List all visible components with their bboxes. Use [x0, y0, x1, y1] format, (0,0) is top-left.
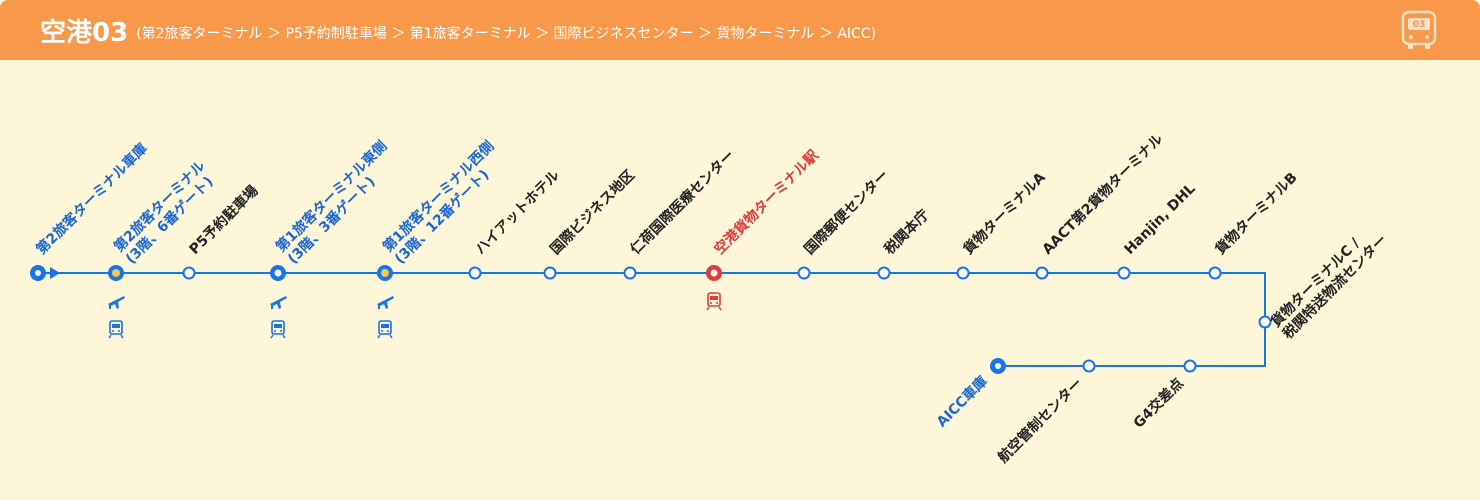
- stop-marker: [1082, 359, 1096, 373]
- route-stop[interactable]: 貨物ターミナルA: [956, 169, 1049, 280]
- stop-label: 貨物ターミナルA: [959, 169, 1049, 259]
- bus-icon: 03: [1401, 10, 1437, 49]
- airplane-icon: [108, 296, 125, 309]
- train-icon: [706, 292, 722, 311]
- stop-label: G4交差点: [1130, 375, 1187, 432]
- stop-marker: [797, 266, 811, 280]
- train-icon: [377, 320, 393, 339]
- stop-label: 国際郵便センター: [801, 167, 892, 258]
- major-stop-dot: [274, 269, 282, 277]
- stop-label: 航空管制センター: [995, 375, 1086, 466]
- stop-label-line: AICC車庫: [933, 373, 991, 431]
- route-stop[interactable]: AACT第2貨物ターミナル: [1035, 130, 1167, 280]
- stop-label: 税関本庁: [881, 206, 933, 258]
- stop-label: Hanjin, DHL: [1122, 181, 1199, 258]
- route-stop[interactable]: 仁荷国際医療センター: [623, 147, 738, 280]
- stop-label-line: 貨物ターミナルB: [1211, 169, 1301, 259]
- airplane-icon: [270, 296, 287, 309]
- stop-label: AICC車庫: [933, 373, 991, 431]
- stop-label-line: 第1旅客ターミナル西側: [379, 138, 497, 256]
- route-name: 空港03: [40, 17, 129, 48]
- route-stop[interactable]: AICC車庫: [933, 358, 1006, 431]
- airplane-icon: [377, 296, 394, 309]
- route-header: 空港03 (第2旅客ターミナル ＞ P5予約制駐車場 ＞ 第1旅客ターミナル ＞…: [0, 0, 1480, 60]
- route-stop[interactable]: 第1旅客ターミナル西側(3階、12番ゲート): [377, 138, 509, 281]
- transfer-stop-dot: [381, 269, 389, 277]
- stop-marker: [543, 266, 557, 280]
- train-icon: [108, 320, 124, 339]
- stop-marker: [1117, 266, 1131, 280]
- stop-marker: [1258, 315, 1272, 329]
- stop-marker: [623, 266, 637, 280]
- stop-label-line: Hanjin, DHL: [1122, 181, 1199, 258]
- route-stop[interactable]: 航空管制センター: [995, 359, 1096, 467]
- stop-marker: [182, 266, 196, 280]
- route-map: 第2旅客ターミナル車庫 第2旅客ターミナル(3階、6番ゲート) P5予約駐車場 第1旅…: [0, 60, 1480, 500]
- route-stop[interactable]: 貨物ターミナルB: [1208, 169, 1301, 280]
- terminus-marker-dot: [995, 363, 1001, 369]
- terminus-marker-dot: [35, 270, 41, 276]
- route-number-badge: 03: [1413, 20, 1426, 30]
- stop-label: 貨物ターミナルB: [1211, 169, 1301, 259]
- route-stop[interactable]: 貨物ターミナルC /税関特送物流センター: [1258, 219, 1391, 343]
- stop-label-line: 税関特送物流センター: [1279, 231, 1390, 342]
- stop-marker: [1208, 266, 1222, 280]
- train-icon: [270, 320, 286, 339]
- route-stop[interactable]: 国際ビジネス地区: [543, 167, 639, 280]
- stop-label-line: 税関本庁: [881, 206, 933, 258]
- route-stop[interactable]: Hanjin, DHL: [1117, 181, 1199, 280]
- stop-label-line: 第1旅客ターミナル東側: [272, 138, 390, 256]
- route-description: (第2旅客ターミナル ＞ P5予約制駐車場 ＞ 第1旅客ターミナル ＞ 国際ビジ…: [136, 26, 877, 42]
- route-stop[interactable]: 国際郵便センター: [797, 167, 893, 280]
- stop-marker: [877, 266, 891, 280]
- highlight-stop-dot: [710, 269, 718, 277]
- stop-label-line: 貨物ターミナルA: [959, 169, 1049, 259]
- route-stop[interactable]: G4交差点: [1130, 359, 1197, 432]
- route-stop[interactable]: 第1旅客ターミナル東側(3階、3番ゲート): [270, 138, 402, 281]
- stop-marker: [1035, 266, 1049, 280]
- stop-marker: [468, 266, 482, 280]
- stop-marker: [1183, 359, 1197, 373]
- stop-label-line: 国際郵便センター: [801, 167, 892, 258]
- transfer-stop-dot: [112, 269, 120, 277]
- route-line: [38, 272, 1266, 367]
- route-stop[interactable]: 税関本庁: [877, 206, 933, 280]
- direction-arrow-icon: [50, 267, 60, 279]
- stop-label-line: 航空管制センター: [995, 375, 1086, 466]
- stop-label-line: G4交差点: [1130, 375, 1187, 432]
- stop-marker: [956, 266, 970, 280]
- stop-label: 貨物ターミナルC /税関特送物流センター: [1267, 219, 1391, 343]
